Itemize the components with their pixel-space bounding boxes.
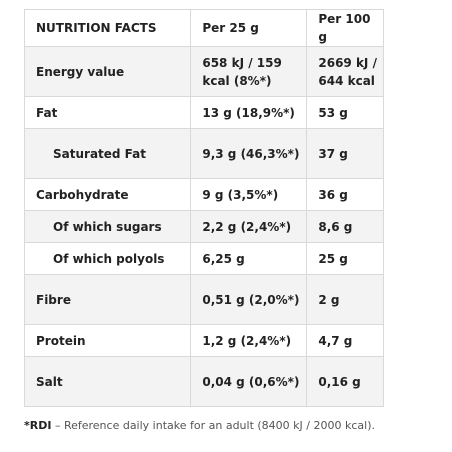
row-salt: Salt 0,04 g (0,6%*) 0,16 g: [23, 356, 384, 407]
per-100g-value: 37 g: [306, 128, 384, 179]
row-energy-value: Energy value 658 kJ / 159 kcal (8%*) 266…: [23, 46, 384, 97]
row-fat: Fat 13 g (18,9%*) 53 g: [23, 96, 384, 129]
nutrition-facts-table: NUTRITION FACTS Per 25 g Per 100 g Energ…: [23, 9, 384, 407]
row-label: Carbohydrate: [23, 178, 192, 211]
footnote-key: *RDI: [24, 419, 52, 432]
row-label: Fat: [23, 96, 192, 129]
per-25g-value: 9 g (3,5%*): [190, 178, 308, 211]
per-25g-value: 0,51 g (2,0%*): [190, 274, 308, 325]
row-saturated-fat: Saturated Fat 9,3 g (46,3%*) 37 g: [23, 128, 384, 179]
per-100g-value: 0,16 g: [306, 356, 384, 407]
per-25g-value: 658 kJ / 159 kcal (8%*): [190, 46, 308, 97]
row-label: Protein: [23, 324, 192, 357]
header-per-25g: Per 25 g: [190, 9, 308, 47]
row-carbohydrate: Carbohydrate 9 g (3,5%*) 36 g: [23, 178, 384, 211]
table-header-row: NUTRITION FACTS Per 25 g Per 100 g: [23, 9, 384, 47]
row-label: Fibre: [23, 274, 192, 325]
per-25g-value: 0,04 g (0,6%*): [190, 356, 308, 407]
row-label: Salt: [23, 356, 192, 407]
per-25g-value: 2,2 g (2,4%*): [190, 210, 308, 243]
per-100g-value: 36 g: [306, 178, 384, 211]
per-100g-value: 8,6 g: [306, 210, 384, 243]
per-25g-value: 13 g (18,9%*): [190, 96, 308, 129]
row-label: Of which polyols: [23, 242, 192, 275]
per-25g-value: 9,3 g (46,3%*): [190, 128, 308, 179]
per-100g-value: 25 g: [306, 242, 384, 275]
per-100g-value: 2669 kJ / 644 kcal: [306, 46, 384, 97]
header-per-100g: Per 100 g: [306, 9, 384, 47]
per-25g-value: 1,2 g (2,4%*): [190, 324, 308, 357]
per-100g-value: 2 g: [306, 274, 384, 325]
rdi-footnote: *RDI – Reference daily intake for an adu…: [24, 418, 375, 434]
row-of-which-sugars: Of which sugars 2,2 g (2,4%*) 8,6 g: [23, 210, 384, 243]
row-of-which-polyols: Of which polyols 6,25 g 25 g: [23, 242, 384, 275]
per-100g-value: 4,7 g: [306, 324, 384, 357]
row-label: Saturated Fat: [23, 128, 192, 179]
footnote-text: – Reference daily intake for an adult (8…: [51, 419, 375, 432]
header-nutrition-facts: NUTRITION FACTS: [23, 9, 192, 47]
row-label: Of which sugars: [23, 210, 192, 243]
row-protein: Protein 1,2 g (2,4%*) 4,7 g: [23, 324, 384, 357]
per-25g-value: 6,25 g: [190, 242, 308, 275]
row-fibre: Fibre 0,51 g (2,0%*) 2 g: [23, 274, 384, 325]
per-100g-value: 53 g: [306, 96, 384, 129]
row-label: Energy value: [23, 46, 192, 97]
